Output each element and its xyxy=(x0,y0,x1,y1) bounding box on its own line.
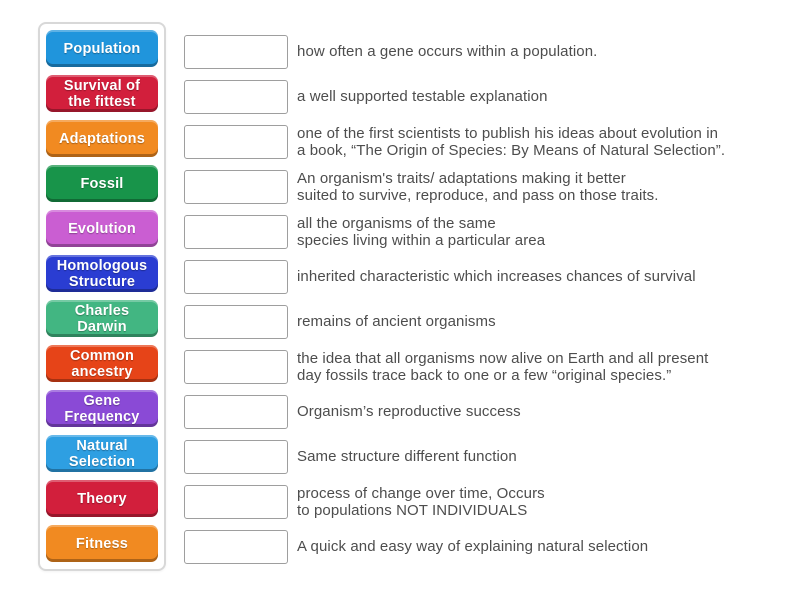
term-tile-label: Adaptations xyxy=(59,130,145,147)
match-row: Same structure different function xyxy=(184,434,784,479)
match-row: one of the first scientists to publish h… xyxy=(184,119,784,164)
match-row: A quick and easy way of explaining natur… xyxy=(184,524,784,569)
definition-text: process of change over time, Occurs to p… xyxy=(297,484,545,519)
term-tile-label: Population xyxy=(63,40,141,57)
match-row: the idea that all organisms now alive on… xyxy=(184,344,784,389)
term-tile-label: Theory xyxy=(77,490,127,507)
answer-drop-slot[interactable] xyxy=(184,124,288,159)
term-tile-label: Evolution xyxy=(68,220,136,237)
match-row: An organism's traits/ adaptations making… xyxy=(184,164,784,209)
answer-drop-slot[interactable] xyxy=(184,34,288,69)
definition-text: one of the first scientists to publish h… xyxy=(297,124,726,159)
answer-drop-slot[interactable] xyxy=(184,349,288,384)
term-tile[interactable]: Population xyxy=(46,30,158,67)
term-tile[interactable]: Survival of the fittest xyxy=(46,75,158,112)
term-tile[interactable]: Evolution xyxy=(46,210,158,247)
term-tile[interactable]: Fitness xyxy=(46,525,158,562)
term-tile[interactable]: Theory xyxy=(46,480,158,517)
definition-text: a well supported testable explanation xyxy=(297,88,548,105)
match-row: how often a gene occurs within a populat… xyxy=(184,29,784,74)
term-tile[interactable]: Charles Darwin xyxy=(46,300,158,337)
definition-text: Organism’s reproductive success xyxy=(297,403,521,420)
match-row: all the organisms of the same species li… xyxy=(184,209,784,254)
term-tile-label: Natural Selection xyxy=(68,437,136,470)
term-tile-label: Survival of the fittest xyxy=(63,77,141,110)
term-tile[interactable]: Adaptations xyxy=(46,120,158,157)
term-tile-label: Gene Frequency xyxy=(64,392,140,425)
match-row: process of change over time, Occurs to p… xyxy=(184,479,784,524)
match-row: inherited characteristic which increases… xyxy=(184,254,784,299)
answer-drop-slot[interactable] xyxy=(184,394,288,429)
match-row: remains of ancient organisms xyxy=(184,299,784,344)
term-tile-label: Common ancestry xyxy=(69,347,135,380)
match-row: a well supported testable explanation xyxy=(184,74,784,119)
term-tile[interactable]: Homologous Structure xyxy=(46,255,158,292)
answer-drop-slot[interactable] xyxy=(184,169,288,204)
definition-text: A quick and easy way of explaining natur… xyxy=(297,538,649,555)
definition-text: Same structure different function xyxy=(297,448,517,465)
answer-drop-slot[interactable] xyxy=(184,79,288,114)
term-tile-label: Charles Darwin xyxy=(74,302,130,335)
answer-drop-slot[interactable] xyxy=(184,304,288,339)
answer-drop-slot[interactable] xyxy=(184,214,288,249)
term-tile[interactable]: Fossil xyxy=(46,165,158,202)
definition-text: all the organisms of the same species li… xyxy=(297,214,546,249)
definition-text: the idea that all organisms now alive on… xyxy=(297,349,709,384)
term-tile-label: Fitness xyxy=(75,535,129,552)
definition-text: how often a gene occurs within a populat… xyxy=(297,43,598,60)
term-tile[interactable]: Gene Frequency xyxy=(46,390,158,427)
definition-text: remains of ancient organisms xyxy=(297,313,496,330)
answer-drop-slot[interactable] xyxy=(184,259,288,294)
answer-drop-slot[interactable] xyxy=(184,484,288,519)
definition-text: inherited characteristic which increases… xyxy=(297,268,696,285)
term-tile-label: Fossil xyxy=(80,175,124,192)
answer-drop-slot[interactable] xyxy=(184,529,288,564)
answers-column: how often a gene occurs within a populat… xyxy=(184,29,784,569)
term-tile[interactable]: Natural Selection xyxy=(46,435,158,472)
term-tile[interactable]: Common ancestry xyxy=(46,345,158,382)
term-tile-label: Homologous Structure xyxy=(56,257,148,290)
definition-text: An organism's traits/ adaptations making… xyxy=(297,169,659,204)
answer-drop-slot[interactable] xyxy=(184,439,288,474)
match-row: Organism’s reproductive success xyxy=(184,389,784,434)
keywords-panel: Population Survival of the fittest Adapt… xyxy=(38,22,166,571)
